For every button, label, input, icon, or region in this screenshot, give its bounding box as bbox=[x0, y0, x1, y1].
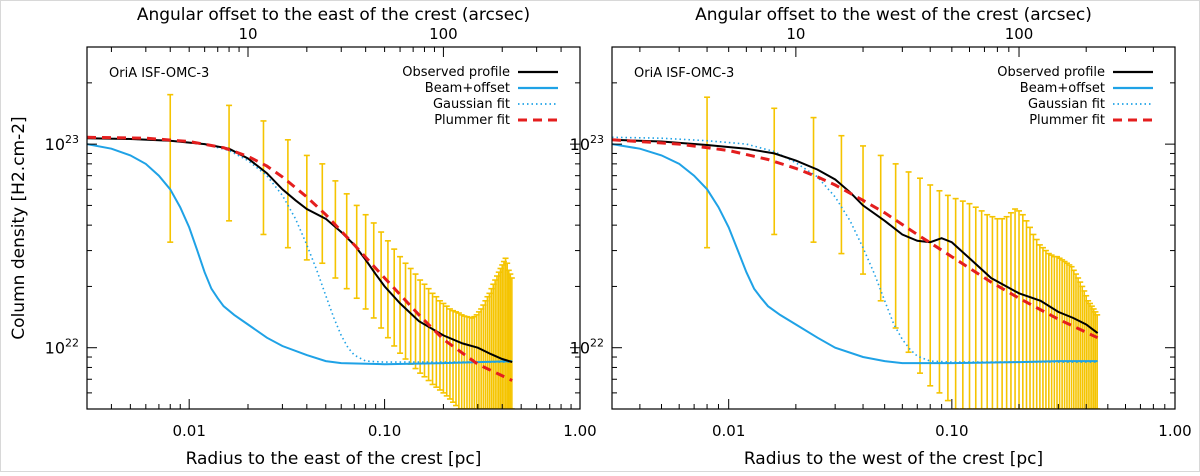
y-tick-label: 1022 bbox=[45, 337, 79, 358]
top-tick-label: 100 bbox=[1005, 25, 1034, 43]
y-axis-title: Column density [H2.cm-2] bbox=[9, 116, 29, 339]
y-tick-label: 1023 bbox=[45, 133, 79, 154]
top-tick-label: 100 bbox=[429, 25, 458, 43]
y-tick-label-base: 10 bbox=[570, 339, 590, 358]
x-tick-label: 1.00 bbox=[563, 422, 596, 440]
legend-label: Gaussian fit bbox=[433, 97, 510, 112]
y-tick-label-exponent: 22 bbox=[65, 337, 79, 350]
plot-frame bbox=[611, 46, 1176, 410]
y-tick-label: 1023 bbox=[570, 133, 604, 154]
y-tick-label-exponent: 22 bbox=[590, 337, 604, 350]
series-line-plummer-fit bbox=[612, 138, 1099, 340]
y-tick-label: 1022 bbox=[570, 337, 604, 358]
series-line-beam-offset bbox=[87, 143, 513, 366]
panel-label: OriA ISF-OMC-3 bbox=[109, 66, 209, 81]
x-axis-title: Radius to the east of the crest [pc] bbox=[186, 449, 482, 469]
legend-label: Gaussian fit bbox=[1028, 97, 1105, 112]
plot-area bbox=[87, 93, 515, 409]
legend-label: Observed profile bbox=[402, 65, 510, 80]
y-tick-label-base: 10 bbox=[45, 339, 65, 358]
series-line-beam-offset bbox=[612, 143, 1098, 365]
top-tick-label: 10 bbox=[238, 25, 257, 43]
panel-label: OriA ISF-OMC-3 bbox=[634, 66, 734, 81]
legend-label: Beam+offset bbox=[425, 81, 510, 96]
series-line-observed-profile bbox=[612, 138, 1099, 334]
legend-label: Plummer fit bbox=[1029, 113, 1105, 128]
y-tick-label-base: 10 bbox=[570, 135, 590, 154]
y-tick-label-base: 10 bbox=[45, 135, 65, 154]
series-line-plummer-fit bbox=[87, 135, 513, 382]
series-line-gaussian-fit bbox=[612, 136, 1098, 363]
x-tick-label: 0.10 bbox=[368, 422, 401, 440]
y-tick-label-exponent: 23 bbox=[590, 133, 604, 146]
x-tick-label: 0.10 bbox=[935, 422, 968, 440]
plot-frame bbox=[86, 46, 581, 410]
legend-label: Observed profile bbox=[997, 65, 1105, 80]
x-tick-label: 0.01 bbox=[712, 422, 745, 440]
x-tick-label: 0.01 bbox=[172, 422, 205, 440]
top-axis-title: Angular offset to the west of the crest … bbox=[695, 5, 1092, 25]
plot-area bbox=[612, 96, 1101, 409]
legend-label: Beam+offset bbox=[1020, 81, 1105, 96]
legend-label: Plummer fit bbox=[434, 113, 510, 128]
y-tick-label-exponent: 23 bbox=[65, 133, 79, 146]
top-tick-label: 10 bbox=[786, 25, 805, 43]
x-tick-label: 1.00 bbox=[1158, 422, 1191, 440]
x-axis-title: Radius to the west of the crest [pc] bbox=[744, 449, 1043, 469]
top-axis-title: Angular offset to the east of the crest … bbox=[137, 5, 530, 25]
